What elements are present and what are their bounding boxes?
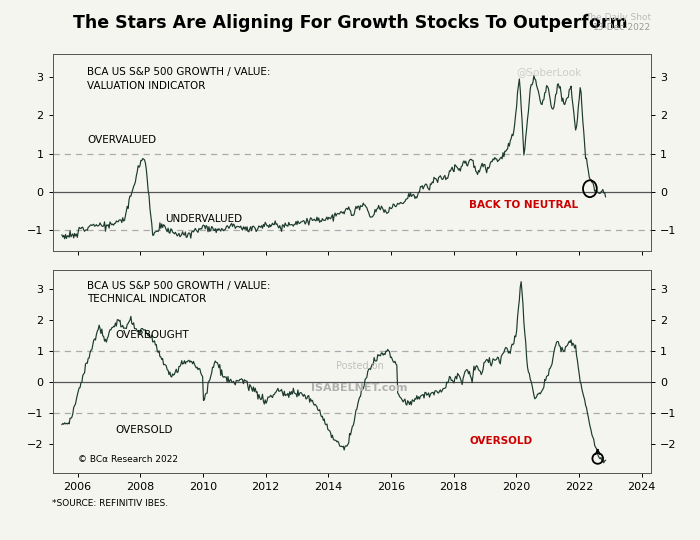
Text: BCA US S&P 500 GROWTH / VALUE:
VALUATION INDICATOR: BCA US S&P 500 GROWTH / VALUE: VALUATION… [87, 68, 270, 91]
Text: The Daily Shot: The Daily Shot [585, 14, 651, 23]
Text: The Stars Are Aligning For Growth Stocks To Outperform: The Stars Are Aligning For Growth Stocks… [73, 14, 627, 31]
Text: © BCα Research 2022: © BCα Research 2022 [78, 455, 178, 464]
Text: OVERSOLD: OVERSOLD [469, 436, 533, 447]
Text: BACK TO NEUTRAL: BACK TO NEUTRAL [469, 200, 578, 210]
Text: *SOURCE: REFINITIV IBES.: *SOURCE: REFINITIV IBES. [52, 500, 169, 509]
Text: OVERBOUGHT: OVERBOUGHT [116, 330, 189, 340]
Text: OVERSOLD: OVERSOLD [116, 426, 173, 435]
Text: OVERVALUED: OVERVALUED [87, 135, 156, 145]
Text: @SoberLook: @SoberLook [517, 68, 582, 77]
Text: ISABELNET.com: ISABELNET.com [312, 383, 408, 393]
Text: Posted on: Posted on [335, 361, 384, 372]
Text: UNDERVALUED: UNDERVALUED [165, 213, 242, 224]
Text: 13-Dec-2022: 13-Dec-2022 [593, 23, 651, 32]
Text: BCA US S&P 500 GROWTH / VALUE:
TECHNICAL INDICATOR: BCA US S&P 500 GROWTH / VALUE: TECHNICAL… [87, 281, 270, 304]
